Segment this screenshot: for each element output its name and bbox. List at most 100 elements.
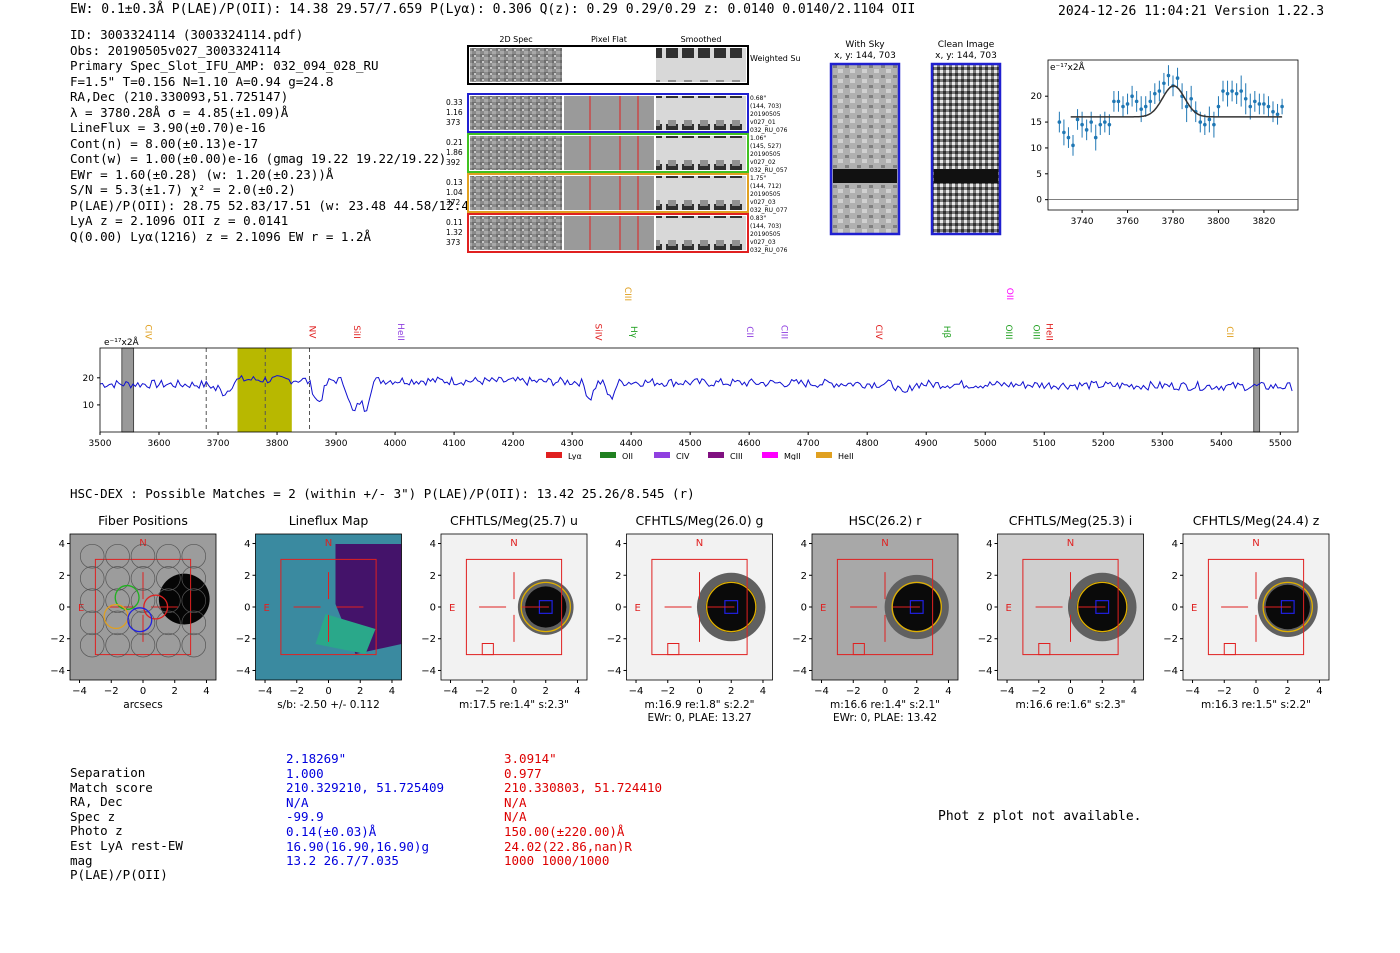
data-point: [1062, 130, 1066, 135]
data-point: [1243, 96, 1248, 101]
y-tick-label: 0: [59, 603, 65, 614]
x-tick-label: 4: [1316, 686, 1322, 697]
y-tick-label: 0: [615, 603, 621, 614]
data-point: [1266, 104, 1271, 109]
north-label: N: [325, 538, 332, 549]
y-tick-label: −2: [236, 634, 251, 645]
fiber-outline: [79, 543, 105, 569]
y-tick-label: 20: [83, 374, 95, 384]
hsc-summary: HSC-DEX : Possible Matches = 2 (within +…: [70, 486, 695, 501]
x-tick-label: 4200: [502, 439, 525, 449]
y-tick-label: −2: [792, 634, 807, 645]
info-line: LyA z = 2.1096 OII z = 0.0141: [70, 213, 289, 228]
data-point: [1125, 102, 1130, 106]
fiber-outline: [156, 566, 181, 591]
with-sky-coords: x, y: 144, 703: [834, 51, 896, 61]
y-tick-label: 2: [244, 571, 250, 582]
y-tick-label: −2: [421, 634, 436, 645]
psf-box: [1223, 643, 1236, 656]
imaging-panel: CFHTLS/Meg(24.4) z N E −4 −4 −2 −2 0 0 2 2 4 4 m:16.3…: [1163, 513, 1330, 711]
fiber-outline: [181, 566, 207, 591]
data-point: [1148, 99, 1153, 104]
x-tick-label: 4: [574, 686, 580, 697]
full-spectrum-chart: e⁻¹⁷x2Å 10 20 3500 3600 3700 3800 3900 4000 4100 4…: [83, 287, 1299, 460]
search-box: [1022, 558, 1119, 656]
panel-title: Lineflux Map: [289, 513, 369, 528]
with-sky-title: With Sky: [845, 40, 885, 50]
y-tick-label: 4: [1172, 539, 1178, 550]
data-point: [1275, 112, 1280, 117]
x-tick-label: 5400: [1210, 439, 1233, 449]
y-tick-label: 0: [430, 603, 436, 614]
y-tick-label: 2: [1172, 571, 1178, 582]
y-tick-label: 4: [244, 539, 250, 550]
svg-text:1.32: 1.32: [446, 228, 463, 237]
imaging-panel: CFHTLS/Meg(26.0) g N E −4 −4 −2 −2 0 0 2 2 4 4 m:16.9…: [607, 513, 773, 724]
svg-text:(144, 712): (144, 712): [750, 183, 781, 190]
svg-text:1.06": 1.06": [750, 135, 766, 142]
data-point: [1175, 76, 1180, 80]
x-tick-label: −2: [660, 686, 675, 697]
data-point: [1262, 102, 1266, 106]
weighted-sum-label: Weighted Sum: [750, 54, 800, 63]
x-tick-label: 4900: [915, 439, 938, 449]
fiber-highlight: [127, 607, 153, 633]
info-line: λ = 3780.28Å σ = 4.85(±1.09)Å: [70, 104, 289, 120]
x-tick-label: −2: [289, 686, 304, 697]
info-line: RA,Dec (210.330093,51.725147): [70, 89, 289, 104]
data-point: [1103, 120, 1107, 124]
y-tick-label: −2: [1163, 634, 1178, 645]
x-tick-label: 3900: [325, 439, 348, 449]
svg-text:032_RU_076: 032_RU_076: [750, 247, 788, 254]
info-line: F=1.5" T=0.156 N=1.10 A=0.94 g=24.8: [70, 73, 334, 89]
fiber-outline: [156, 610, 181, 636]
line-label: OIII: [1003, 324, 1013, 339]
x-tick-label: 4: [1131, 686, 1137, 697]
data-point: [1071, 143, 1075, 148]
y-tick-label: −4: [421, 666, 436, 677]
east-label: E: [1005, 603, 1011, 614]
north-label: N: [696, 538, 703, 549]
data-point: [1153, 91, 1157, 96]
imaging-panel: CFHTLS/Meg(25.3) i N E −4 −4 −2 −2 0 0 2 2 4 4 m:16.6…: [978, 513, 1144, 711]
fiber-outline: [105, 588, 130, 613]
x-tick-label: −2: [104, 686, 119, 697]
fiber-outline: [130, 566, 156, 591]
legend-label: HeII: [838, 452, 854, 460]
match-2-values: 3.0914" 0.977 210.330803, 51.724410 N/A N/…: [504, 751, 663, 869]
legend-swatch: [600, 452, 616, 458]
y-tick-label: −2: [978, 634, 993, 645]
gaussian-fit-line: [1070, 85, 1283, 118]
weighted-smoothed: [656, 48, 746, 82]
y-tick-label: 0: [986, 603, 992, 614]
y-tick-label: 15: [1031, 118, 1042, 128]
fit-window-highlight: [237, 348, 292, 432]
x-tick-label: 4400: [620, 439, 643, 449]
data-point: [1112, 99, 1116, 104]
panel-caption: m:16.6 re:1.6" s:2.3": [1016, 699, 1126, 711]
data-point: [1203, 122, 1207, 127]
with-sky-band: [833, 169, 897, 183]
svg-text:1.16: 1.16: [446, 108, 463, 117]
data-point: [1066, 135, 1071, 140]
info-line: ID: 3003324114 (3003324114.pdf): [70, 27, 304, 42]
panel-caption: m:16.6 re:1.4" s:2.1": [830, 699, 940, 711]
detection-info: ID: 3003324114 (3003324114.pdf) Obs: 201…: [70, 27, 484, 244]
psf-box: [481, 643, 494, 656]
line-label: OIII: [1031, 324, 1041, 339]
line-label: SiIV: [593, 323, 603, 341]
y-tick-label: 4: [615, 539, 621, 550]
y-tick-label: −2: [50, 634, 65, 645]
fiber-outline: [181, 632, 207, 658]
svg-text:20190505: 20190505: [750, 191, 781, 198]
data-point: [1162, 81, 1166, 86]
panel-caption-2: EWr: 0, PLAE: 13.27: [647, 712, 751, 724]
fiber-outline: [105, 632, 130, 658]
svg-text:20190505: 20190505: [750, 151, 781, 158]
x-tick-label: 3740: [1071, 217, 1094, 227]
line-label: SiII: [351, 325, 361, 339]
fiber-outline: [181, 543, 207, 569]
x-tick-label: 3500: [89, 439, 112, 449]
line-label: CIII: [622, 287, 632, 301]
legend-label: MgII: [784, 452, 801, 460]
